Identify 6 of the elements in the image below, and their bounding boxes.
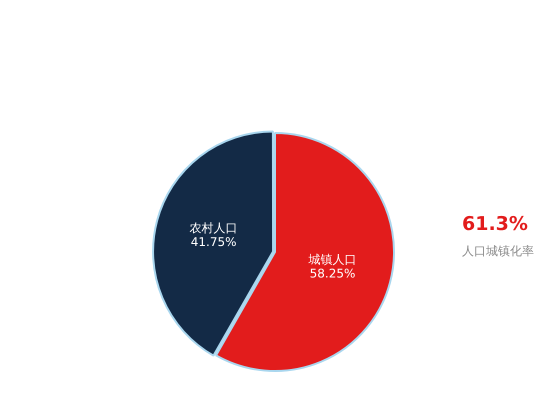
slice-label: 城镇人口 xyxy=(308,252,357,266)
text: 人口城镇化率 xyxy=(462,243,534,260)
data-label: 58.25% xyxy=(310,266,356,280)
slice-label: 农村人口 xyxy=(190,220,238,235)
data-label: 41.75% xyxy=(190,234,237,249)
text: 61.3% xyxy=(462,213,528,235)
